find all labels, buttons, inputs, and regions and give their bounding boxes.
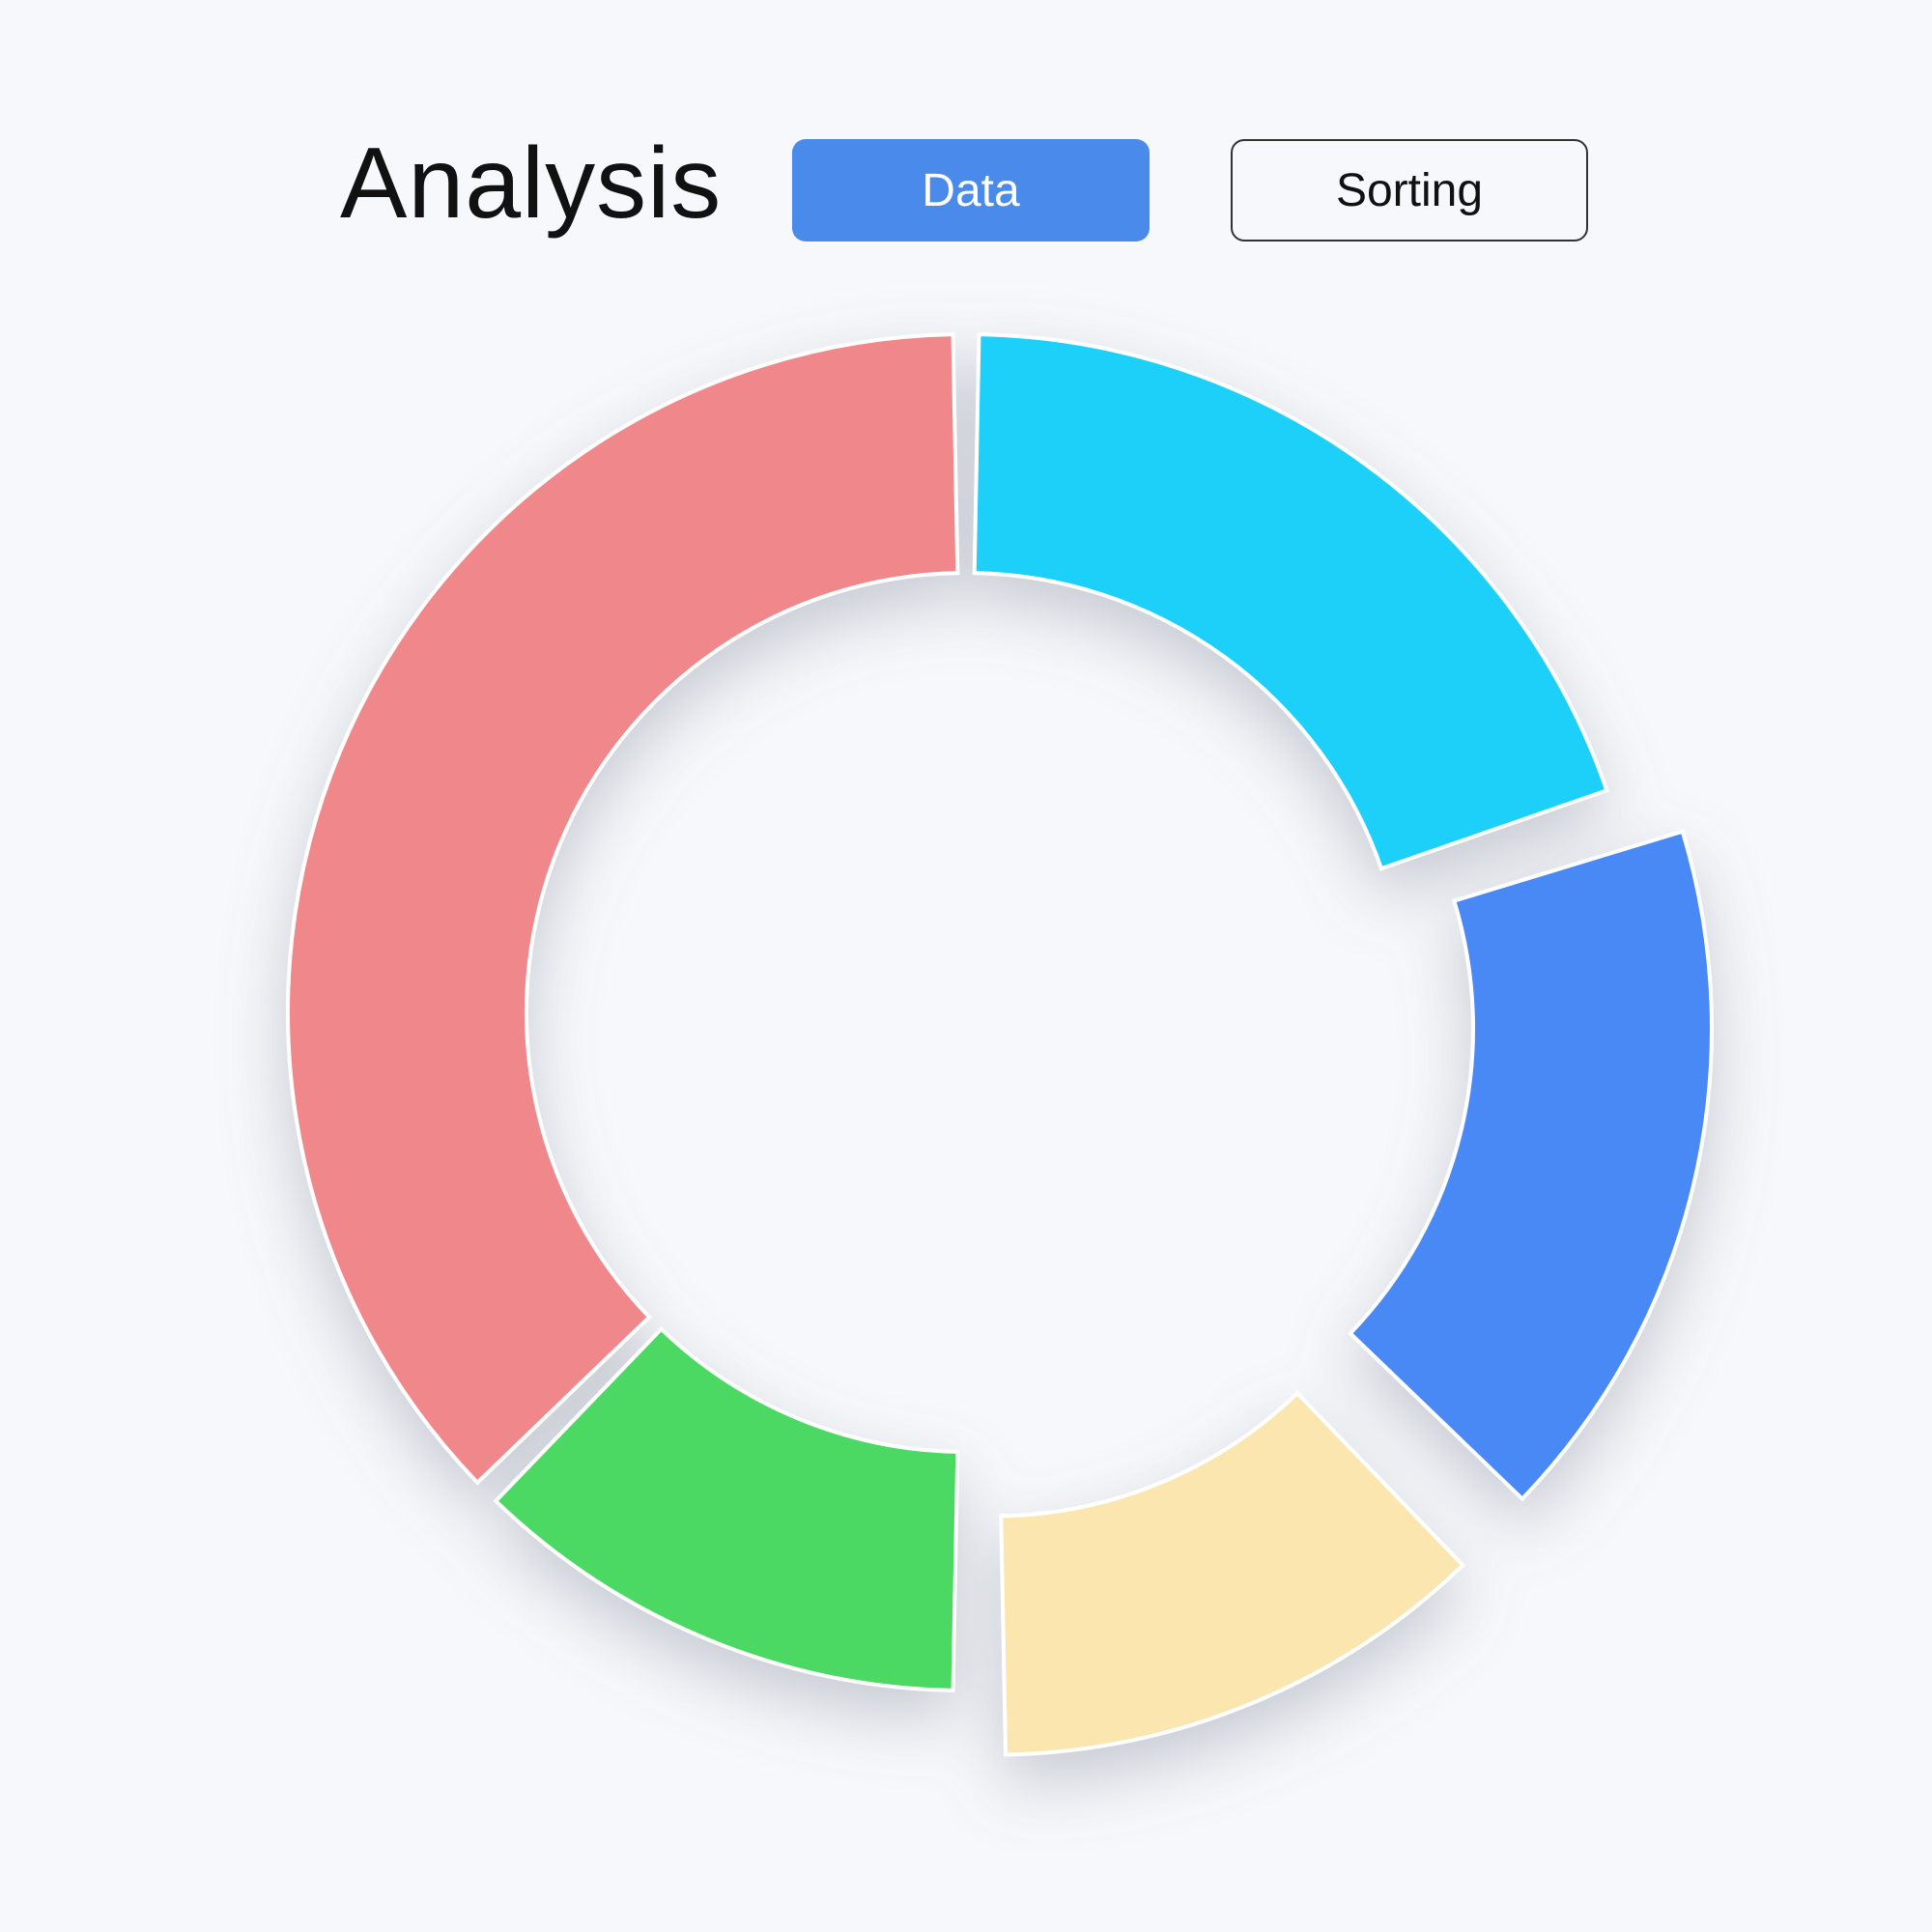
tab-sorting[interactable]: Sorting <box>1231 139 1588 242</box>
donut-slice-blue <box>1348 829 1714 1502</box>
donut-slice-pink <box>286 332 960 1486</box>
donut-slice-yellow <box>999 1390 1466 1757</box>
donut-slice-green <box>493 1326 960 1692</box>
page-title: Analysis <box>340 128 723 240</box>
tab-data[interactable]: Data <box>792 139 1150 242</box>
donut-slice-cyan <box>972 332 1609 871</box>
